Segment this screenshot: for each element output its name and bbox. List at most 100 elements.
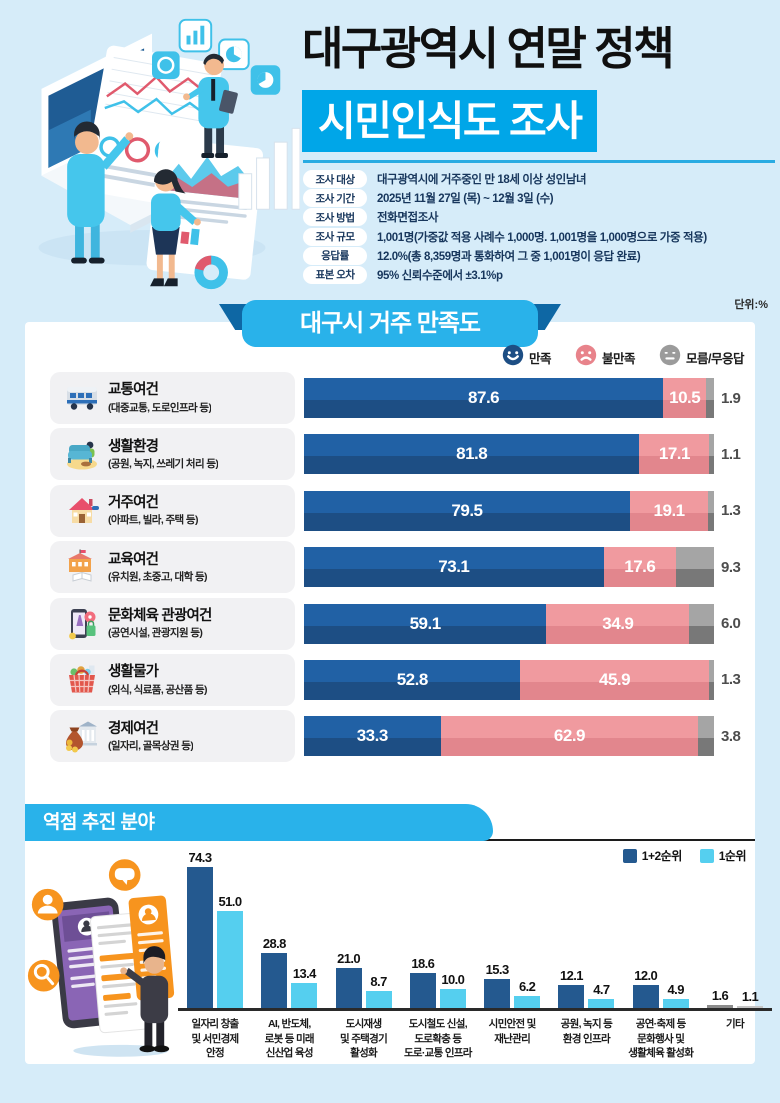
meta-label: 조사 방법 bbox=[303, 208, 367, 227]
rank1-bar bbox=[514, 996, 541, 1008]
unknown-value: 6.0 bbox=[721, 615, 741, 633]
survey-meta-list: 조사 대상 대구광역시에 거주중인 만 18세 이상 성인남녀 조사 기간 2025년… bbox=[303, 170, 778, 286]
face-unknown-icon bbox=[659, 344, 681, 371]
meta-value: 2025년 11월 27일 (목) ~ 12월 3일 (수) bbox=[377, 193, 554, 206]
meta-label: 조사 규모 bbox=[303, 227, 367, 246]
meta-label: 응답률 bbox=[303, 246, 367, 265]
data-analysis-illustration bbox=[38, 18, 300, 290]
travel-phone-icon bbox=[62, 606, 102, 642]
legend-label: 1순위 bbox=[718, 849, 747, 863]
bar-value-label: 51.0 bbox=[218, 894, 243, 909]
satisfied-segment: 33.3 bbox=[304, 716, 441, 757]
category-text: 교통여건 (대중교통, 도로인프라 등) bbox=[108, 381, 211, 414]
category-card: 경제여건 (일자리, 골목상권 등) bbox=[50, 710, 295, 763]
survey-meta-row: 조사 방법 전화면접조사 bbox=[303, 208, 778, 227]
category-title: 문화체육 관광여건 bbox=[108, 608, 212, 624]
category-title: 생활환경 bbox=[108, 438, 159, 455]
unknown-segment bbox=[689, 603, 714, 644]
satisfied-value: 87.6 bbox=[468, 388, 500, 407]
category-subtitle: (유치원, 초중고, 대학 등) bbox=[108, 570, 207, 583]
unknown-value: 9.3 bbox=[721, 558, 741, 576]
satisfaction-rows: 교통여건 (대중교통, 도로인프라 등) 87.6 10.5 1.9 생활환경 (공원, 녹… bbox=[50, 372, 762, 767]
category-label: 기타 bbox=[726, 1018, 745, 1030]
bar-column: 1.1 bbox=[736, 989, 763, 1008]
stacked-bar: 52.8 45.9 bbox=[304, 659, 714, 700]
satisfaction-row: 생활환경 (공원, 녹지, 쓰레기 처리 등) 81.8 17.1 1.1 bbox=[50, 428, 762, 481]
legend-item: 모름/무응답 bbox=[659, 344, 744, 371]
bar-value-label: 1.6 bbox=[711, 988, 729, 1003]
category-title: 교통여건 bbox=[108, 382, 159, 399]
bar-value-label: 21.0 bbox=[337, 951, 361, 966]
legend-label: 1+2순위 bbox=[641, 849, 682, 863]
face-satisfied-icon bbox=[502, 344, 524, 371]
priority-section-title: 역점 추진 분야 bbox=[25, 804, 493, 841]
stacked-bar: 79.5 19.1 bbox=[304, 490, 714, 531]
satisfaction-row: 교통여건 (대중교통, 도로인프라 등) 87.6 10.5 1.9 bbox=[50, 372, 762, 424]
satisfied-segment: 87.6 bbox=[304, 378, 664, 418]
money-bag-icon bbox=[62, 718, 102, 754]
bar-value-label: 28.8 bbox=[262, 936, 287, 951]
rank12-bar bbox=[261, 953, 288, 1008]
category-subtitle: (공연시설, 관광지원 등) bbox=[108, 627, 203, 640]
bar-value-label: 15.3 bbox=[485, 962, 510, 977]
satisfied-value: 79.5 bbox=[451, 500, 483, 520]
house-icon bbox=[62, 493, 102, 529]
stacked-bar: 33.3 62.9 bbox=[304, 716, 714, 757]
rank12-bar bbox=[632, 985, 659, 1008]
satisfaction-legend: 만족 불만족 모름/무응답 bbox=[502, 344, 744, 371]
bar-value-label: 1.1 bbox=[741, 989, 759, 1004]
bar-column: 51.0 bbox=[217, 894, 243, 1008]
rank12-bar bbox=[409, 973, 436, 1008]
legend-swatch bbox=[622, 848, 637, 863]
dissatisfied-segment: 45.9 bbox=[520, 659, 709, 700]
sofa-icon bbox=[62, 436, 102, 472]
bar-column: 21.0 bbox=[335, 951, 362, 1008]
category-subtitle: (외식, 식료품, 공산품 등) bbox=[108, 683, 207, 696]
satisfied-value: 52.8 bbox=[396, 669, 429, 689]
legend-swatch bbox=[699, 848, 714, 863]
category-subtitle: (공원, 녹지, 쓰레기 처리 등) bbox=[108, 457, 219, 470]
satisfaction-row: 경제여건 (일자리, 골목상권 등) 33.3 62.9 3.8 bbox=[50, 710, 762, 763]
satisfaction-row: 교육여건 (유치원, 초중고, 대학 등) 73.1 17.6 9.3 bbox=[50, 541, 762, 594]
satisfaction-section-title: 대구시 거주 만족도 bbox=[242, 300, 538, 347]
dissatisfied-segment: 10.5 bbox=[663, 378, 707, 418]
dissatisfied-segment: 17.6 bbox=[603, 547, 676, 588]
unit-label: 단위:% bbox=[734, 299, 768, 311]
bar-column: 12.1 bbox=[558, 968, 585, 1008]
school-icon bbox=[62, 549, 102, 585]
priority-bar-group: 18.6 10.0 bbox=[401, 956, 475, 1008]
satisfaction-row: 문화체육 관광여건 (공연시설, 관광지원 등) 59.1 34.9 6.0 bbox=[50, 597, 762, 650]
rank1-bar bbox=[217, 911, 243, 1008]
shopping-basket-icon bbox=[62, 662, 102, 698]
rank1-bar bbox=[662, 999, 689, 1008]
meta-label: 조사 대상 bbox=[303, 170, 367, 188]
category-card: 생활환경 (공원, 녹지, 쓰레기 처리 등) bbox=[50, 428, 295, 481]
unknown-value: 1.3 bbox=[721, 671, 741, 689]
bar-value-label: 12.0 bbox=[634, 968, 658, 983]
bar-column: 4.7 bbox=[588, 982, 615, 1008]
dissatisfied-segment: 34.9 bbox=[546, 603, 690, 644]
rank1-bar bbox=[439, 989, 466, 1008]
category-label: 공원, 녹지 등 환경 인프라 bbox=[560, 1018, 613, 1045]
unknown-segment bbox=[708, 490, 714, 531]
satisfied-segment: 73.1 bbox=[304, 547, 604, 588]
satisfaction-row: 거주여건 (아파트, 빌라, 주택 등) 79.5 19.1 1.3 bbox=[50, 484, 762, 537]
priority-bar-group: 1.6 1.1 bbox=[698, 988, 772, 1008]
legend-item: 불만족 bbox=[575, 344, 636, 371]
bar-value-label: 74.3 bbox=[188, 850, 213, 865]
bar-column: 28.8 bbox=[261, 936, 288, 1008]
meta-value: 대구광역시에 거주중인 만 18세 이상 성인남녀 bbox=[377, 174, 587, 186]
legend-label: 만족 bbox=[528, 352, 552, 366]
satisfied-value: 59.1 bbox=[409, 613, 442, 633]
bar-value-label: 4.9 bbox=[667, 982, 685, 997]
stacked-bar: 81.8 17.1 bbox=[304, 434, 714, 475]
survey-meta-row: 응답률 12.0%(총 8,359명과 통화하여 그 중 1,001명이 응답 완… bbox=[303, 246, 778, 265]
priority-bar-group: 28.8 13.4 bbox=[252, 936, 326, 1008]
stacked-bar: 73.1 17.6 bbox=[304, 547, 714, 588]
category-card: 문화체육 관광여건 (공연시설, 관광지원 등) bbox=[50, 597, 295, 650]
rank1-bar bbox=[365, 991, 392, 1008]
unknown-segment bbox=[708, 659, 714, 700]
rank12-bar bbox=[187, 867, 213, 1008]
bus-icon bbox=[62, 380, 102, 416]
